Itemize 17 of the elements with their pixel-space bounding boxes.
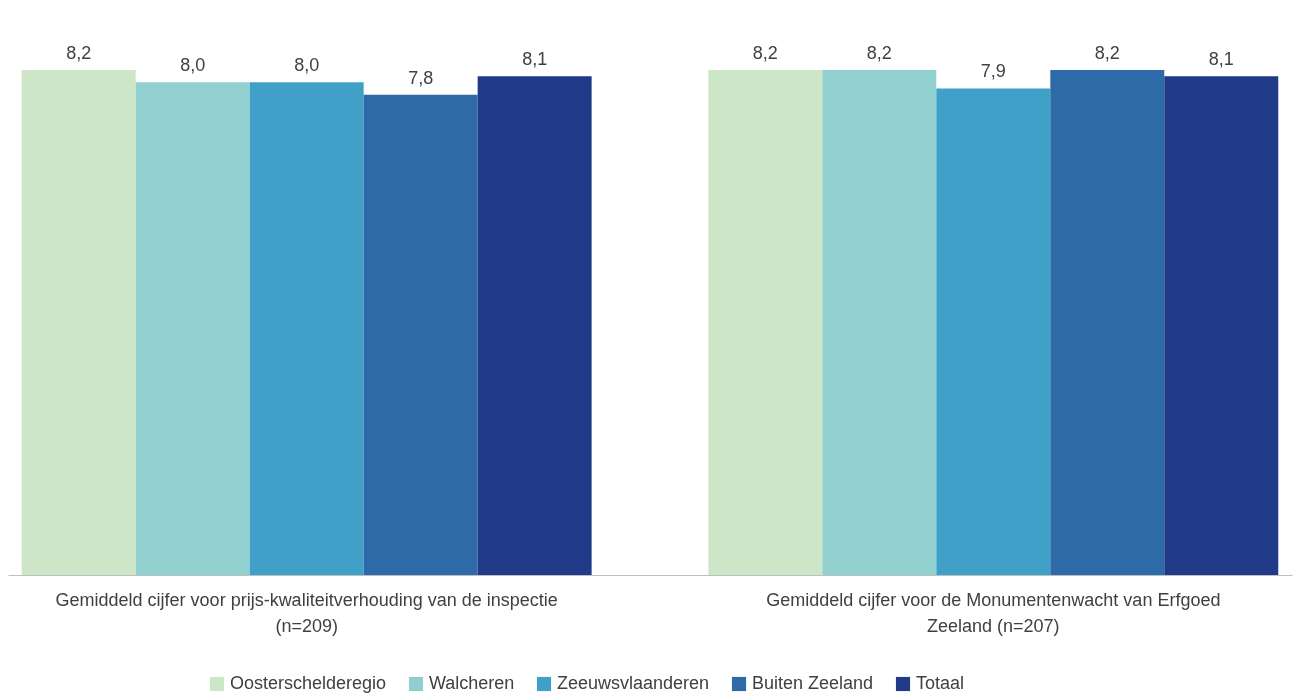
- data-label: 7,9: [980, 61, 1006, 82]
- data-label: 8,0: [180, 55, 206, 76]
- data-label: 8,2: [1094, 43, 1120, 63]
- x-tick-label: Gemiddeld cijfer voor de Monumentenwacht van Erfgoed Zeeland (n=207): [766, 589, 1221, 636]
- legend-label: Zeeuwsvlaanderen: [557, 673, 710, 693]
- legend-label: Oosterschelderegio: [230, 673, 387, 693]
- legend-label: Totaal: [916, 673, 965, 693]
- x-tick-label: Gemiddeld cijfer voor prijs-kwaliteitverhouding van de inspectie (n=209): [55, 589, 558, 636]
- data-label: 8,2: [752, 43, 778, 63]
- data-label: 8,1: [522, 49, 548, 70]
- data-label: 8,2: [66, 43, 92, 63]
- data-label: 8,1: [1208, 49, 1234, 70]
- data-label: 8,2: [866, 43, 892, 63]
- data-label: 7,8: [408, 67, 434, 88]
- legend-label: Walcheren: [429, 673, 515, 693]
- data-label: 8,0: [294, 55, 320, 76]
- legend-label: Buiten Zeeland: [752, 673, 874, 693]
